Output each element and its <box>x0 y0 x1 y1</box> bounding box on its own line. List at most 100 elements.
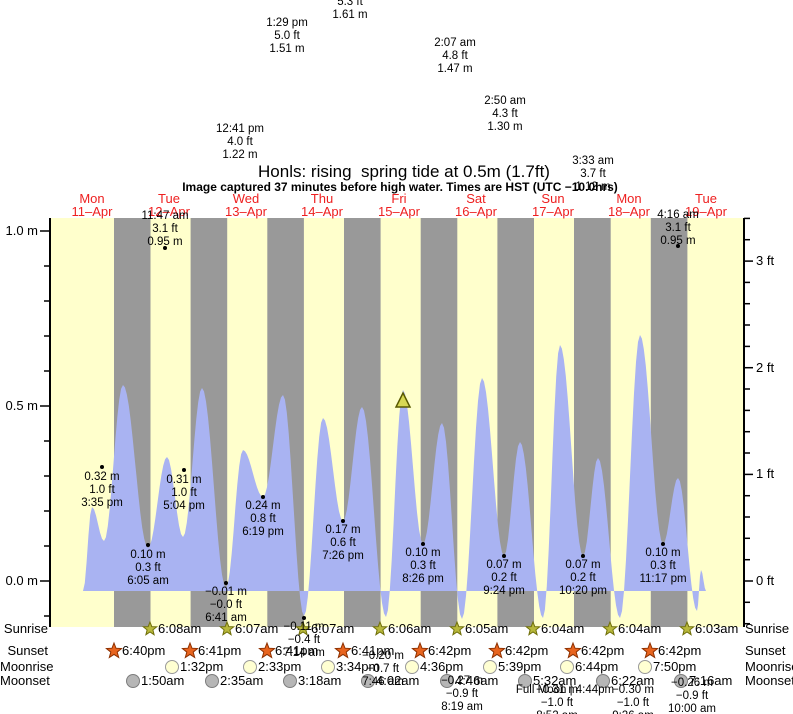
sunrise-star-icon <box>678 620 696 636</box>
low-tide-dot <box>302 616 306 620</box>
moonset-time: 3:18am <box>298 673 342 688</box>
day-label-text: 17–Apr <box>532 204 574 219</box>
day-label-text: Wed <box>232 191 260 206</box>
low-tide-annotation: −0.11 m −0.4 ft 7:14 am <box>283 621 325 660</box>
high-tide-annotation-line: 1:29 pm <box>266 17 308 29</box>
high-tide-annotation-line: 11:47 am <box>141 210 189 222</box>
right-axis-tick-label: 0 ft <box>756 573 775 588</box>
high-tide-annotation-line: 4.3 ft <box>492 108 518 120</box>
sunrise-star-icon <box>524 620 542 636</box>
sunset-time: 6:42pm <box>428 643 472 658</box>
low-tide-dot <box>421 542 425 546</box>
low-tide-annotation-line: 0.32 m <box>84 471 120 483</box>
high-tide-annotation-line: 2:07 am <box>434 37 476 49</box>
day-label: Wed 13–Apr <box>225 192 267 218</box>
moonrise-time: 5:39pm <box>498 659 542 674</box>
sunset-star-icon <box>181 641 199 659</box>
high-tide-annotation-line: 4.8 ft <box>442 50 468 62</box>
day-label-text: 18–Apr <box>608 204 650 219</box>
sunrise-time: 6:04am <box>618 621 662 636</box>
low-tide-annotation: 0.10 m 0.3 ft 6:05 am <box>127 549 169 588</box>
day-label-text: Tue <box>695 191 717 206</box>
low-tide-annotation-line: 0.10 m <box>645 547 681 559</box>
low-tide-annotation-line: 7:46 am <box>362 676 404 688</box>
high-tide-annotation-line: 1.61 m <box>332 9 368 21</box>
right-axis-tick-label: 3 ft <box>756 253 775 268</box>
full-moon-label: Full Moon | 4:44pm <box>515 684 615 696</box>
sunset-time: 6:41pm <box>351 643 395 658</box>
astro-right-label-sunrise: Sunrise <box>745 621 790 636</box>
low-tide-annotation: 0.07 m 0.2 ft 10:20 pm <box>559 559 607 598</box>
sunset-time: 6:42pm <box>581 643 625 658</box>
high-tide-annotation-line: 4:16 am <box>657 209 699 221</box>
high-tide-dot <box>163 246 167 250</box>
tide-curve <box>83 335 706 619</box>
low-tide-annotation-line: 0.07 m <box>565 559 601 571</box>
sunset-time: 6:42pm <box>658 643 702 658</box>
day-label-text: Sun <box>541 191 565 206</box>
astro-right-label-moonrise: Moonrise <box>745 659 793 674</box>
low-tide-annotation-line: 0.10 m <box>130 549 166 561</box>
moonset-time: 1:50am <box>141 673 185 688</box>
low-tide-annotation-line: 5:04 pm <box>163 500 205 512</box>
low-tide-dot <box>182 468 186 472</box>
sunset-star-icon <box>105 641 123 659</box>
moonset-circle-icon <box>283 674 297 688</box>
low-tide-annotation-line: 0.3 ft <box>650 560 676 572</box>
sunrise-time: 6:07am <box>235 621 279 636</box>
low-tide-annotation-line: 7:26 pm <box>322 550 364 562</box>
day-label: Sun 17–Apr <box>532 192 574 218</box>
day-label-text: 11–Apr <box>71 204 113 219</box>
day-label: Tue 12–Apr <box>148 192 190 218</box>
moonrise-circle-icon <box>243 660 257 674</box>
moonset-time: 5:32am <box>533 673 577 688</box>
sunrise-time: 6:06am <box>388 621 432 636</box>
high-tide-annotation-line: 3:33 am <box>572 155 614 167</box>
day-label-text: 14–Apr <box>301 204 343 219</box>
sunrise-time: 6:05am <box>465 621 509 636</box>
low-tide-annotation: −0.01 m −0.0 ft 6:41 am <box>205 586 247 625</box>
low-tide-annotation: 0.10 m 0.3 ft 8:26 pm <box>402 547 444 586</box>
low-tide-annotation-line: 6:19 pm <box>242 526 284 538</box>
astro-left-label-moonrise: Moonrise <box>0 659 54 674</box>
high-tide-annotation-line: 1.22 m <box>222 149 258 161</box>
moonset-time: 4:02am <box>376 673 420 688</box>
astro-left-label-sunrise: Sunrise <box>3 621 48 636</box>
moonset-circle-icon <box>361 674 375 688</box>
low-tide-annotation-line: −1.0 ft <box>616 697 650 709</box>
low-tide-annotation-line: 0.2 ft <box>491 572 517 584</box>
moonset-time: 2:35am <box>220 673 264 688</box>
moonrise-circle-icon <box>483 660 497 674</box>
sunset-star-icon <box>411 641 429 659</box>
low-tide-annotation: −0.20 m −0.7 ft 7:46 am <box>362 650 404 689</box>
high-tide-annotation: 2:50 am 4.3 ft 1.30 m <box>484 95 526 134</box>
high-tide-annotation-line: 1.30 m <box>487 121 523 133</box>
low-tide-annotation-line: 0.3 ft <box>135 562 161 574</box>
low-tide-annotation-line: 0.6 ft <box>330 537 356 549</box>
day-label-text: Mon <box>616 191 642 206</box>
low-tide-annotation: −0.31 m−1.0 ft8:52 am <box>536 684 578 714</box>
low-tide-annotation-line: −0.30 m <box>612 684 654 696</box>
low-tide-annotation-line: 11:17 pm <box>639 573 687 585</box>
sunrise-star-icon <box>448 620 466 636</box>
low-tide-dot <box>146 543 150 547</box>
sunset-time: 6:41pm <box>198 643 242 658</box>
low-tide-annotation-line: −0.26 m <box>671 677 713 689</box>
low-tide-annotation-line: 0.3 ft <box>410 560 436 572</box>
day-label-text: 16–Apr <box>455 204 497 219</box>
moonset-time: 7:16am <box>689 673 733 688</box>
high-tide-dot <box>676 244 680 248</box>
left-axis-tick-label: 1.0 m <box>5 223 38 238</box>
moonset-circle-icon <box>440 674 454 688</box>
astro-right-label-sunset: Sunset <box>745 643 786 658</box>
low-tide-annotation-line: 7:14 am <box>283 647 325 659</box>
low-tide-annotation-line: −0.0 ft <box>209 599 243 611</box>
low-tide-annotation-line: 9:26 am <box>612 710 654 714</box>
sunset-time: 6:40pm <box>122 643 166 658</box>
low-tide-annotation-line: −0.20 m <box>362 650 404 662</box>
sunrise-star-icon <box>371 620 389 636</box>
low-tide-annotation-line: −0.4 ft <box>287 634 321 646</box>
moonrise-circle-icon <box>638 660 652 674</box>
low-tide-annotation-line: −0.01 m <box>205 586 247 598</box>
